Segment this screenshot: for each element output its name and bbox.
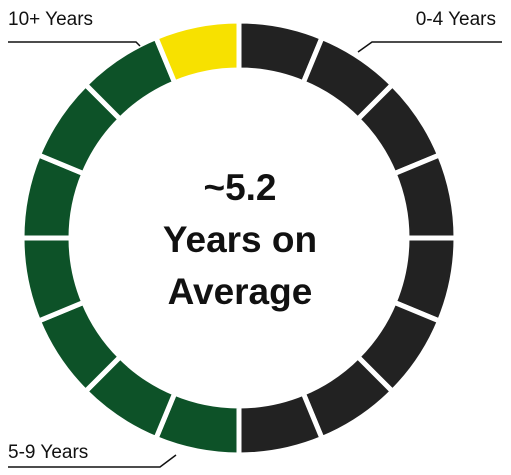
legend-label: 10+ Years [8,9,93,30]
legend-label: 0-4 Years [416,9,496,30]
center-label: Average [168,271,313,312]
donut-slice [19,34,242,458]
donut-slice [236,18,459,458]
donut-slice [152,18,242,87]
center-label: ~5.2 [203,167,276,208]
leader-line [8,454,177,468]
segment [236,389,326,458]
leader-line [357,41,502,53]
center-label: Years on [163,219,317,260]
leader-line [8,41,141,47]
segment [390,151,459,241]
segment [152,18,242,87]
segment [19,235,88,325]
legend-label: 5-9 Years [8,442,88,463]
ring [19,18,459,458]
